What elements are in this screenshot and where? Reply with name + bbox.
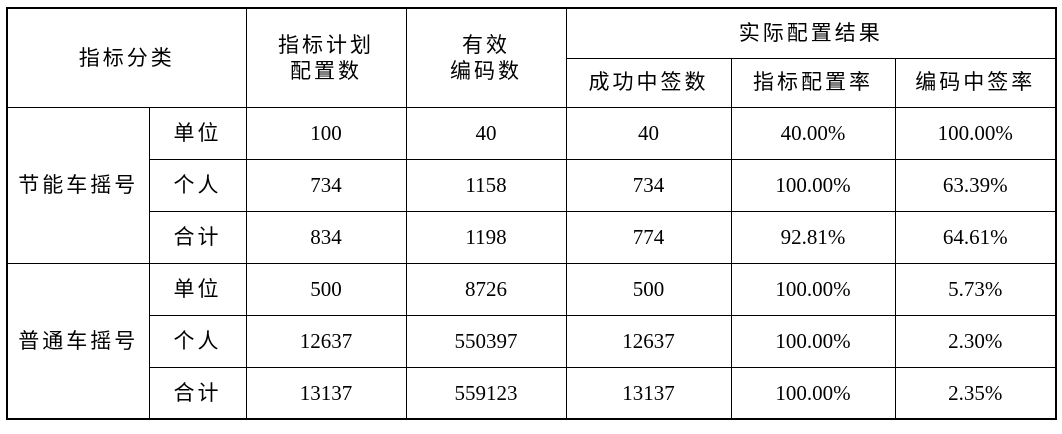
header-config-rate: 指标配置率 [730,57,896,108]
table-row: 普通车摇号 单位 500 8726 500 100.00% 5.73% [6,262,1057,420]
header-plan-count-line1: 指标计划 [278,32,374,57]
header-valid-codes: 有效 编码数 [405,7,567,108]
subcategory-label: 单位 [148,106,247,160]
cell-code-rate: 5.73% [894,262,1057,316]
cell-valid-codes: 40 [405,106,567,160]
cell-code-rate: 100.00% [894,106,1057,160]
cell-valid-codes: 1198 [405,210,567,264]
cell-plan-count: 834 [245,210,407,264]
cell-plan-count: 12637 [245,314,407,368]
group-name-energy-saving: 节能车摇号 [6,106,150,264]
table-row: 个人 12637 550397 12637 100.00% 2.30% [7,314,1057,368]
cell-code-rate: 63.39% [894,158,1057,212]
cell-code-rate: 2.35% [894,366,1057,420]
cell-code-rate: 64.61% [894,210,1057,264]
header-code-rate: 编码中签率 [894,57,1057,108]
cell-config-rate: 40.00% [730,106,896,160]
subcategory-label: 合计 [148,210,247,264]
cell-valid-codes: 1158 [405,158,567,212]
cell-success-count: 40 [565,106,732,160]
cell-valid-codes: 550397 [405,314,567,368]
cell-code-rate: 2.30% [894,314,1057,368]
cell-plan-count: 500 [245,262,407,316]
group-name-ordinary: 普通车摇号 [6,262,150,420]
subcategory-label: 合计 [148,366,247,420]
cell-valid-codes: 8726 [405,262,567,316]
cell-plan-count: 100 [245,106,407,160]
header-category: 指标分类 [6,7,247,108]
table-row: 合计 13137 559123 13137 100.00% 2.35% [7,366,1057,420]
cell-config-rate: 92.81% [730,210,896,264]
cell-success-count: 500 [565,262,732,316]
cell-success-count: 734 [565,158,732,212]
header-actual-result: 实际配置结果 [565,7,1057,59]
cell-success-count: 13137 [565,366,732,420]
subcategory-label: 个人 [148,158,247,212]
cell-plan-count: 13137 [245,366,407,420]
header-valid-codes-line1: 有效 [462,32,510,57]
subcategory-label: 单位 [148,262,247,316]
cell-plan-count: 734 [245,158,407,212]
table-row: 节能车摇号 单位 100 40 40 40.00% 100.00% [6,106,1057,264]
cell-success-count: 774 [565,210,732,264]
header-valid-codes-line2: 编码数 [450,58,522,83]
cell-success-count: 12637 [565,314,732,368]
subcategory-label: 个人 [148,314,247,368]
table-row: 个人 734 1158 734 100.00% 63.39% [7,158,1057,212]
cell-config-rate: 100.00% [730,262,896,316]
header-success-count: 成功中签数 [565,57,732,108]
lottery-allocation-table: 指标分类 指标计划 配置数 有效 编码数 实际配置结果 成功中签数 指标配置率 编码… [6,7,1057,420]
cell-config-rate: 100.00% [730,158,896,212]
table-row: 合计 834 1198 774 92.81% 64.61% [7,210,1057,264]
cell-config-rate: 100.00% [730,314,896,368]
cell-config-rate: 100.00% [730,366,896,420]
header-plan-count: 指标计划 配置数 [245,7,407,108]
header-plan-count-line2: 配置数 [290,58,362,83]
cell-valid-codes: 559123 [405,366,567,420]
